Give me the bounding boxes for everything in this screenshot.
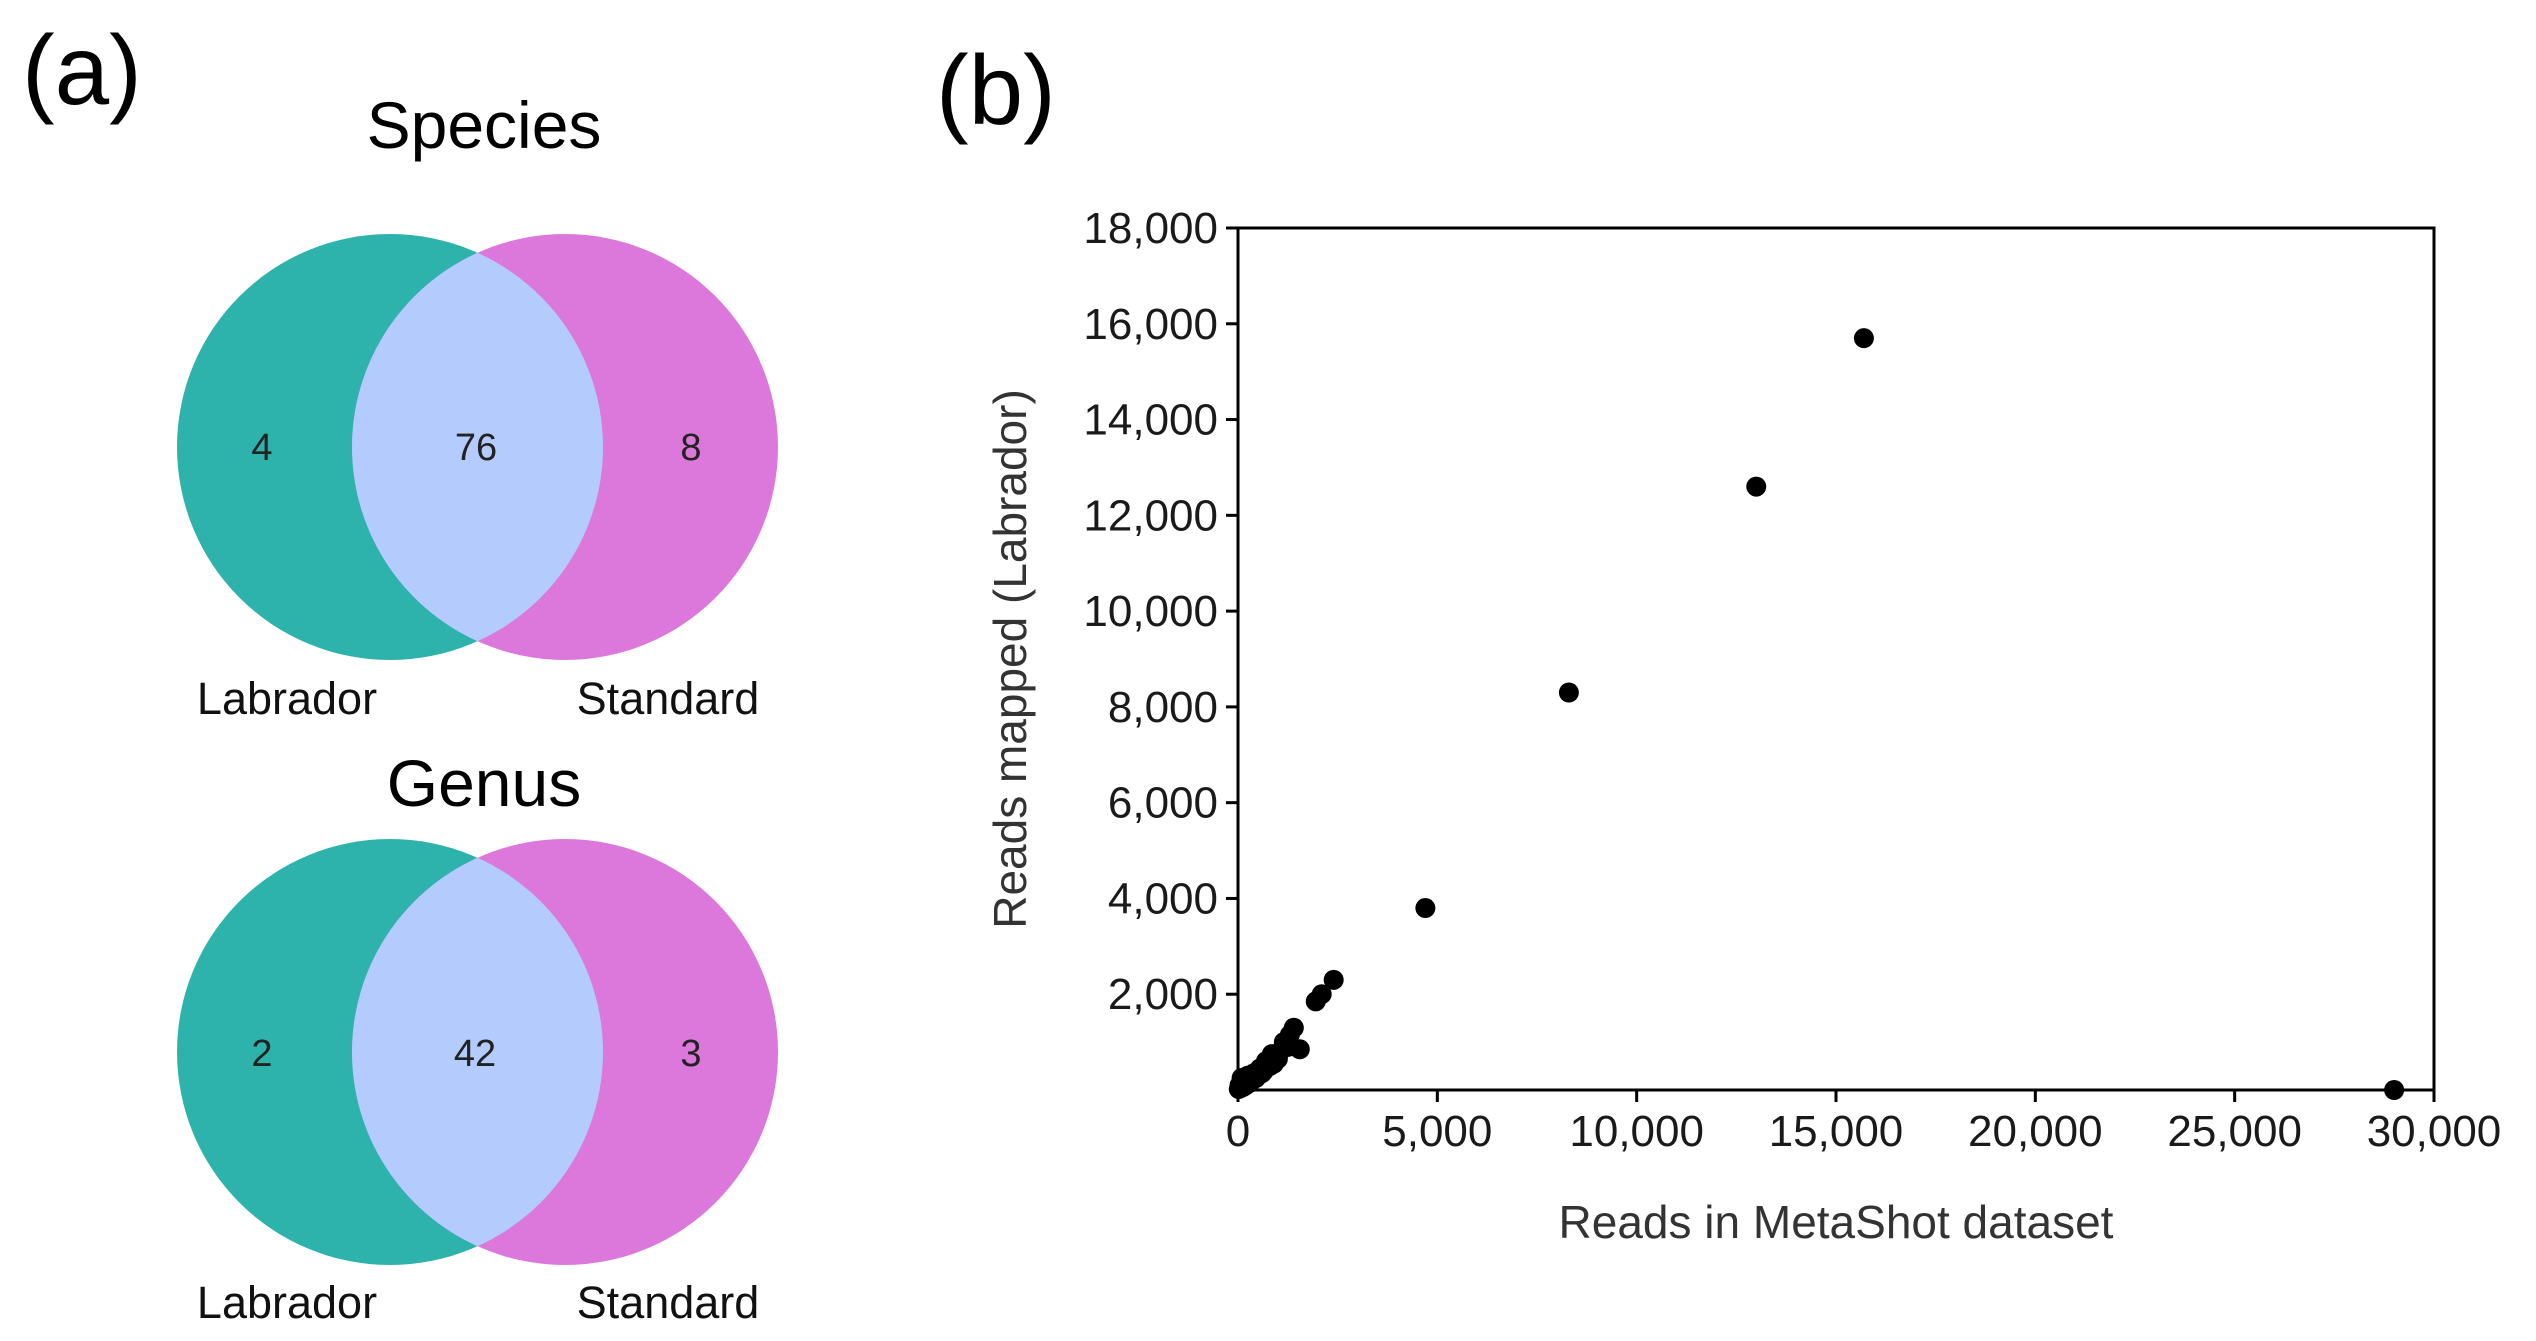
y-tick-label: 6,000 [1108,779,1218,828]
x-tick-label: 20,000 [1968,1107,2103,1156]
genus-left-count: 2 [251,1033,272,1075]
species-overlap [351,252,604,642]
y-axis: 2,000 4,000 6,000 8,000 10,000 12,000 14,000 16… [1083,204,1238,1019]
x-tick-label: 25,000 [2167,1107,2302,1156]
x-tick-label: 0 [1226,1107,1250,1156]
x-axis: 0 5,000 10,000 15,000 20,000 25,000 30,000 [1226,1090,2502,1156]
genus-right-count: 3 [680,1033,701,1075]
y-tick-label: 18,000 [1083,204,1218,253]
species-left-count: 4 [251,427,272,469]
data-point [1746,476,1767,497]
data-point [2384,1080,2405,1100]
plot-frame [1236,226,2436,1092]
species-shared-count: 76 [455,427,497,469]
species-title: Species [367,88,602,162]
x-axis-title: Reads in MetaShot dataset [1559,1196,2114,1248]
y-axis-title: Reads mapped (Labrador) [984,389,1036,929]
data-point [1558,682,1579,703]
species-right-count: 8 [680,427,701,469]
genus-right-label: Standard [577,1277,760,1328]
species-left-label: Labrador [197,673,377,724]
x-tick-label: 15,000 [1769,1107,1904,1156]
y-tick-label: 14,000 [1083,396,1218,445]
x-tick-label: 10,000 [1569,1107,1704,1156]
data-points [1228,328,2405,1100]
scatter-plot: 2,000 4,000 6,000 8,000 10,000 12,000 14,000 16… [984,204,2501,1248]
genus-shared-count: 42 [454,1033,496,1075]
genus-venn: Genus 2 42 3 Labrador Standard [177,746,778,1328]
y-tick-label: 4,000 [1108,874,1218,923]
genus-overlap [351,857,604,1247]
y-tick-label: 10,000 [1083,587,1218,636]
data-point [1415,898,1436,919]
x-tick-label: 5,000 [1382,1107,1492,1156]
data-point [1853,328,1874,349]
genus-title: Genus [387,746,581,820]
data-point [1323,969,1344,990]
y-tick-label: 12,000 [1083,491,1218,540]
species-venn: Species 4 76 8 Labrador Standard [177,88,778,724]
x-tick-label: 30,000 [2367,1107,2502,1156]
y-tick-label: 2,000 [1108,970,1218,1019]
data-point [1228,1079,1249,1100]
species-right-label: Standard [577,673,760,724]
data-point [1305,991,1326,1012]
y-tick-label: 8,000 [1108,683,1218,732]
genus-left-label: Labrador [197,1277,377,1328]
panel-b-label: (b) [936,35,1056,145]
y-tick-label: 16,000 [1083,300,1218,349]
panel-a-label: (a) [22,15,142,125]
